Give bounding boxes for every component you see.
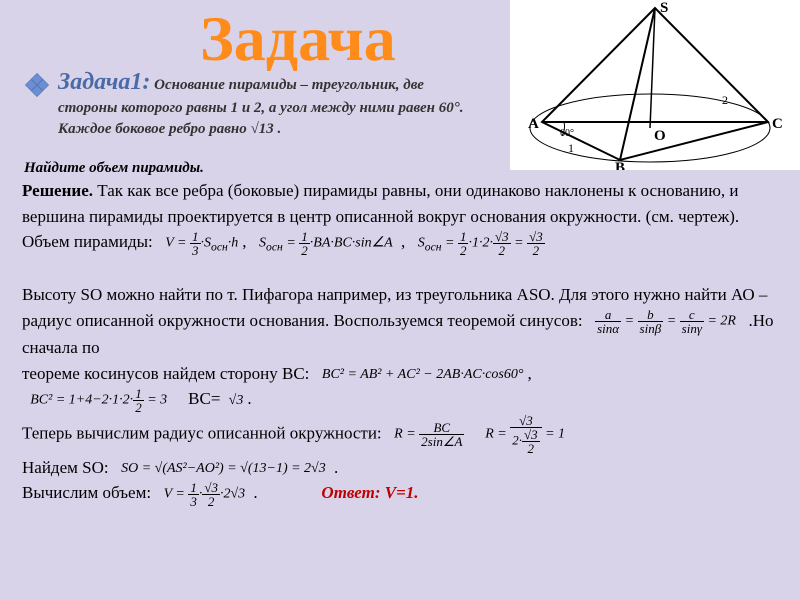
solution-p6: Найдем SO: — [22, 458, 109, 477]
formula-cos: BC² = AB² + AC² − 2AB·AC·cos60° — [322, 364, 524, 385]
formula-sval: Sосн = 12·1·2·√32 = √32 — [418, 230, 545, 257]
svg-text:C: C — [772, 116, 783, 132]
formula-R2: R = √32·√32 = 1 — [485, 414, 565, 455]
problem-label: Задача1: — [58, 69, 150, 95]
solution-p2: Объем пирамиды: — [22, 232, 153, 251]
formula-volume: V = 13·Sосн·h — [165, 230, 238, 257]
svg-text:O: O — [654, 128, 666, 144]
formula-Vfinal: V = 13·√32·2√3 — [164, 481, 246, 508]
formula-SO: SO = √(AS²−AO²) = √(13−1) = 2√3 — [121, 458, 326, 479]
formula-bc2: BC² = 1+4−2·1·2·12 = 3 — [30, 387, 167, 414]
solution-heading: Решение. — [22, 181, 93, 200]
solution-p1: Так как все ребра (боковые) пирамиды рав… — [22, 181, 739, 226]
svg-text:S: S — [660, 0, 668, 16]
problem-statement: Задача1: Основание пирамиды – треугольни… — [58, 66, 478, 139]
formula-sines: asinα = bsinβ = csinγ = 2R — [595, 308, 736, 335]
formula-sbase: Sосн = 12·BA·BC·sin∠A — [259, 230, 393, 257]
formula-bcval: √3 — [229, 390, 244, 411]
formula-R1: R = BC2sin∠A — [394, 421, 464, 448]
solution-text: Решение. Так как все ребра (боковые) пир… — [22, 178, 782, 508]
solution-answer: Ответ: V=1. — [321, 483, 418, 502]
svg-text:60°: 60° — [560, 128, 574, 139]
solution-p5: Теперь вычислим радиус описанной окружно… — [22, 423, 382, 442]
solution-p4: теореме косинусов найдем сторону ВС: — [22, 364, 309, 383]
diamond-bullet-icon — [24, 72, 50, 98]
page-title: Задача — [200, 2, 396, 76]
svg-text:2: 2 — [722, 93, 728, 107]
svg-text:A: A — [528, 116, 539, 132]
svg-text:1: 1 — [568, 141, 574, 155]
svg-text:B: B — [615, 160, 625, 170]
solution-p4b: BC= — [188, 389, 220, 408]
problem-question: Найдите объем пирамиды. — [24, 160, 204, 177]
solution-p7: Вычислим объем: — [22, 483, 151, 502]
pyramid-diagram: S A B C O 1 2 60° — [510, 0, 800, 170]
